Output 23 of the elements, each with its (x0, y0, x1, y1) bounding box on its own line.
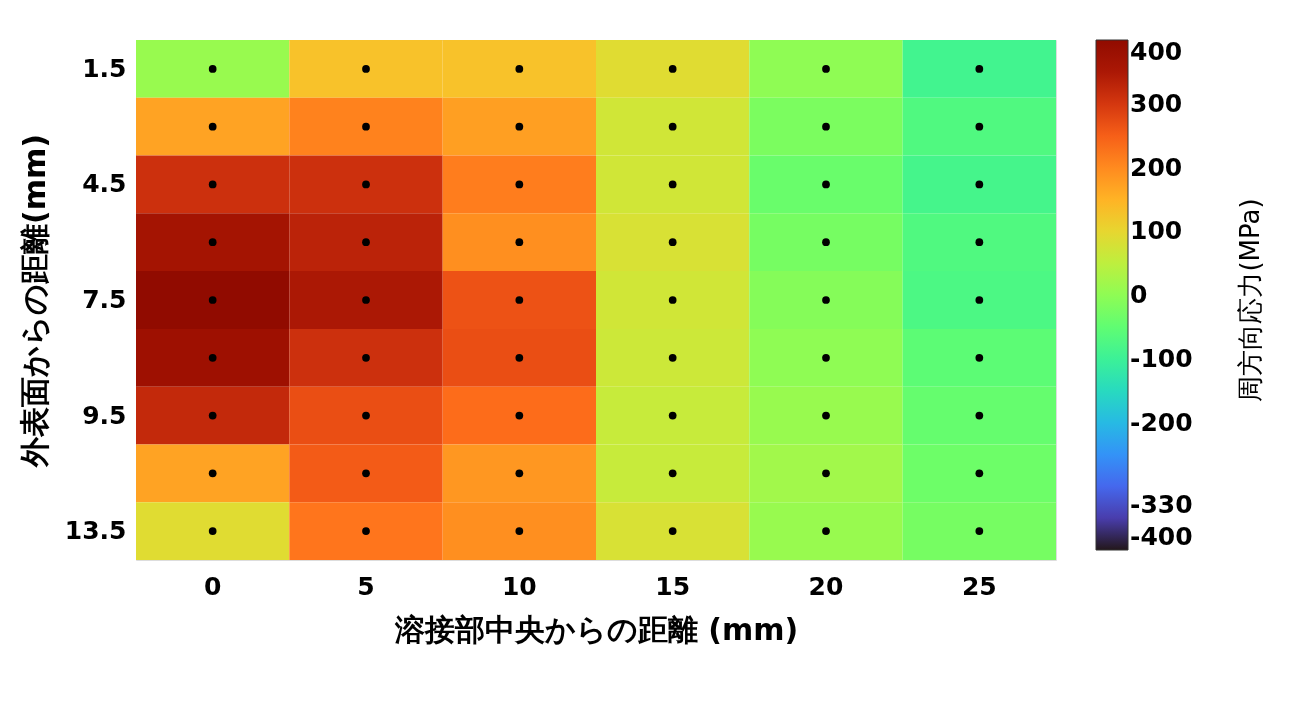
x-tick-label: 15 (655, 571, 691, 601)
y-axis-title: 外表面からの距離(mm) (16, 134, 52, 468)
color-bar-label: 300 (1130, 88, 1183, 118)
color-bar-label: 0 (1130, 280, 1148, 309)
y-tick-label: 9.5 (82, 400, 127, 430)
y-tick-label: 1.5 (82, 53, 127, 83)
color-bar-label: 400 (1130, 37, 1183, 66)
color-bar-label: -200 (1130, 407, 1193, 437)
color-bar-label: 200 (1130, 152, 1183, 182)
y-tick-label: 4.5 (82, 169, 127, 199)
color-bar-title: 周方向応力(MPa) (1235, 198, 1265, 402)
x-tick-label: 20 (808, 571, 844, 601)
x-tick-label: 5 (357, 571, 375, 601)
x-tick-label: 25 (961, 571, 997, 601)
color-bar-label: -330 (1130, 490, 1193, 520)
color-bar-label: -400 (1130, 522, 1193, 551)
color-bar-label: -100 (1130, 343, 1193, 373)
y-tick-label: 13.5 (64, 516, 127, 546)
y-tick-label: 7.5 (82, 285, 127, 314)
x-tick-label: 10 (501, 571, 537, 601)
x-axis-title: 溶接部中央からの距離 (mm) (393, 611, 799, 647)
x-tick-label: 0 (203, 571, 222, 601)
color-bar-label: 100 (1130, 216, 1183, 246)
